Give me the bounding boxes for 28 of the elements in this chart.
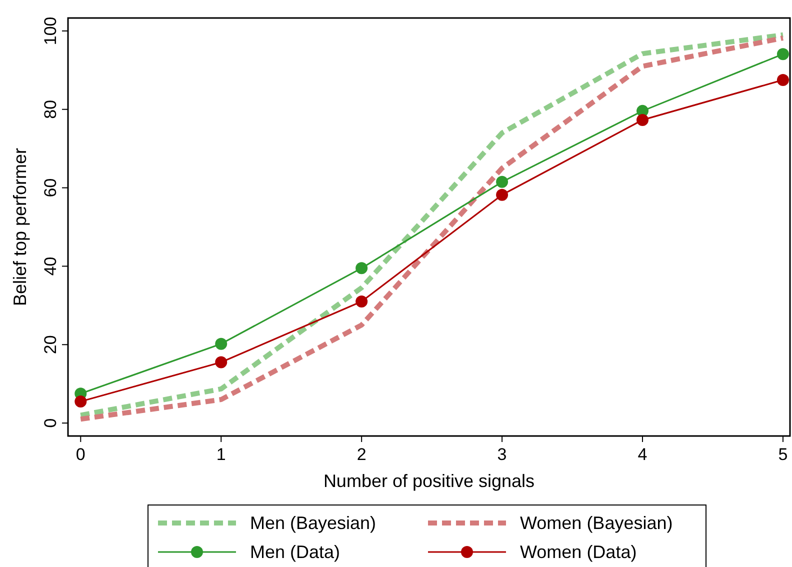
point — [496, 176, 508, 188]
x-tick-label: 5 — [778, 445, 788, 464]
point — [74, 395, 87, 408]
point — [215, 356, 228, 368]
legend-label: Women (Bayesian) — [520, 513, 673, 533]
legend-label: Women (Data) — [520, 542, 637, 562]
point — [356, 296, 368, 308]
y-tick-label: 40 — [41, 256, 60, 276]
y-tick-label: 0 — [41, 418, 60, 428]
point — [356, 262, 368, 274]
legend-label: Men (Data) — [250, 542, 340, 562]
legend-label: Men (Bayesian) — [250, 513, 376, 533]
x-tick-label: 1 — [216, 445, 226, 464]
x-tick-label: 2 — [356, 445, 366, 464]
y-tick-label: 60 — [41, 178, 60, 198]
x-tick-label: 0 — [76, 445, 86, 464]
y-tick-label: 20 — [41, 335, 60, 354]
point — [636, 114, 649, 126]
y-axis-title: Belief top performer — [10, 148, 30, 306]
point — [776, 48, 789, 60]
y-tick-label: 100 — [41, 16, 60, 46]
x-tick-label: 3 — [497, 445, 507, 464]
y-tick-label: 80 — [41, 100, 60, 119]
point — [776, 74, 789, 86]
x-tick-label: 4 — [638, 445, 648, 464]
point — [496, 188, 508, 201]
point — [215, 338, 228, 350]
x-axis-title: Number of positive signals — [323, 471, 535, 491]
